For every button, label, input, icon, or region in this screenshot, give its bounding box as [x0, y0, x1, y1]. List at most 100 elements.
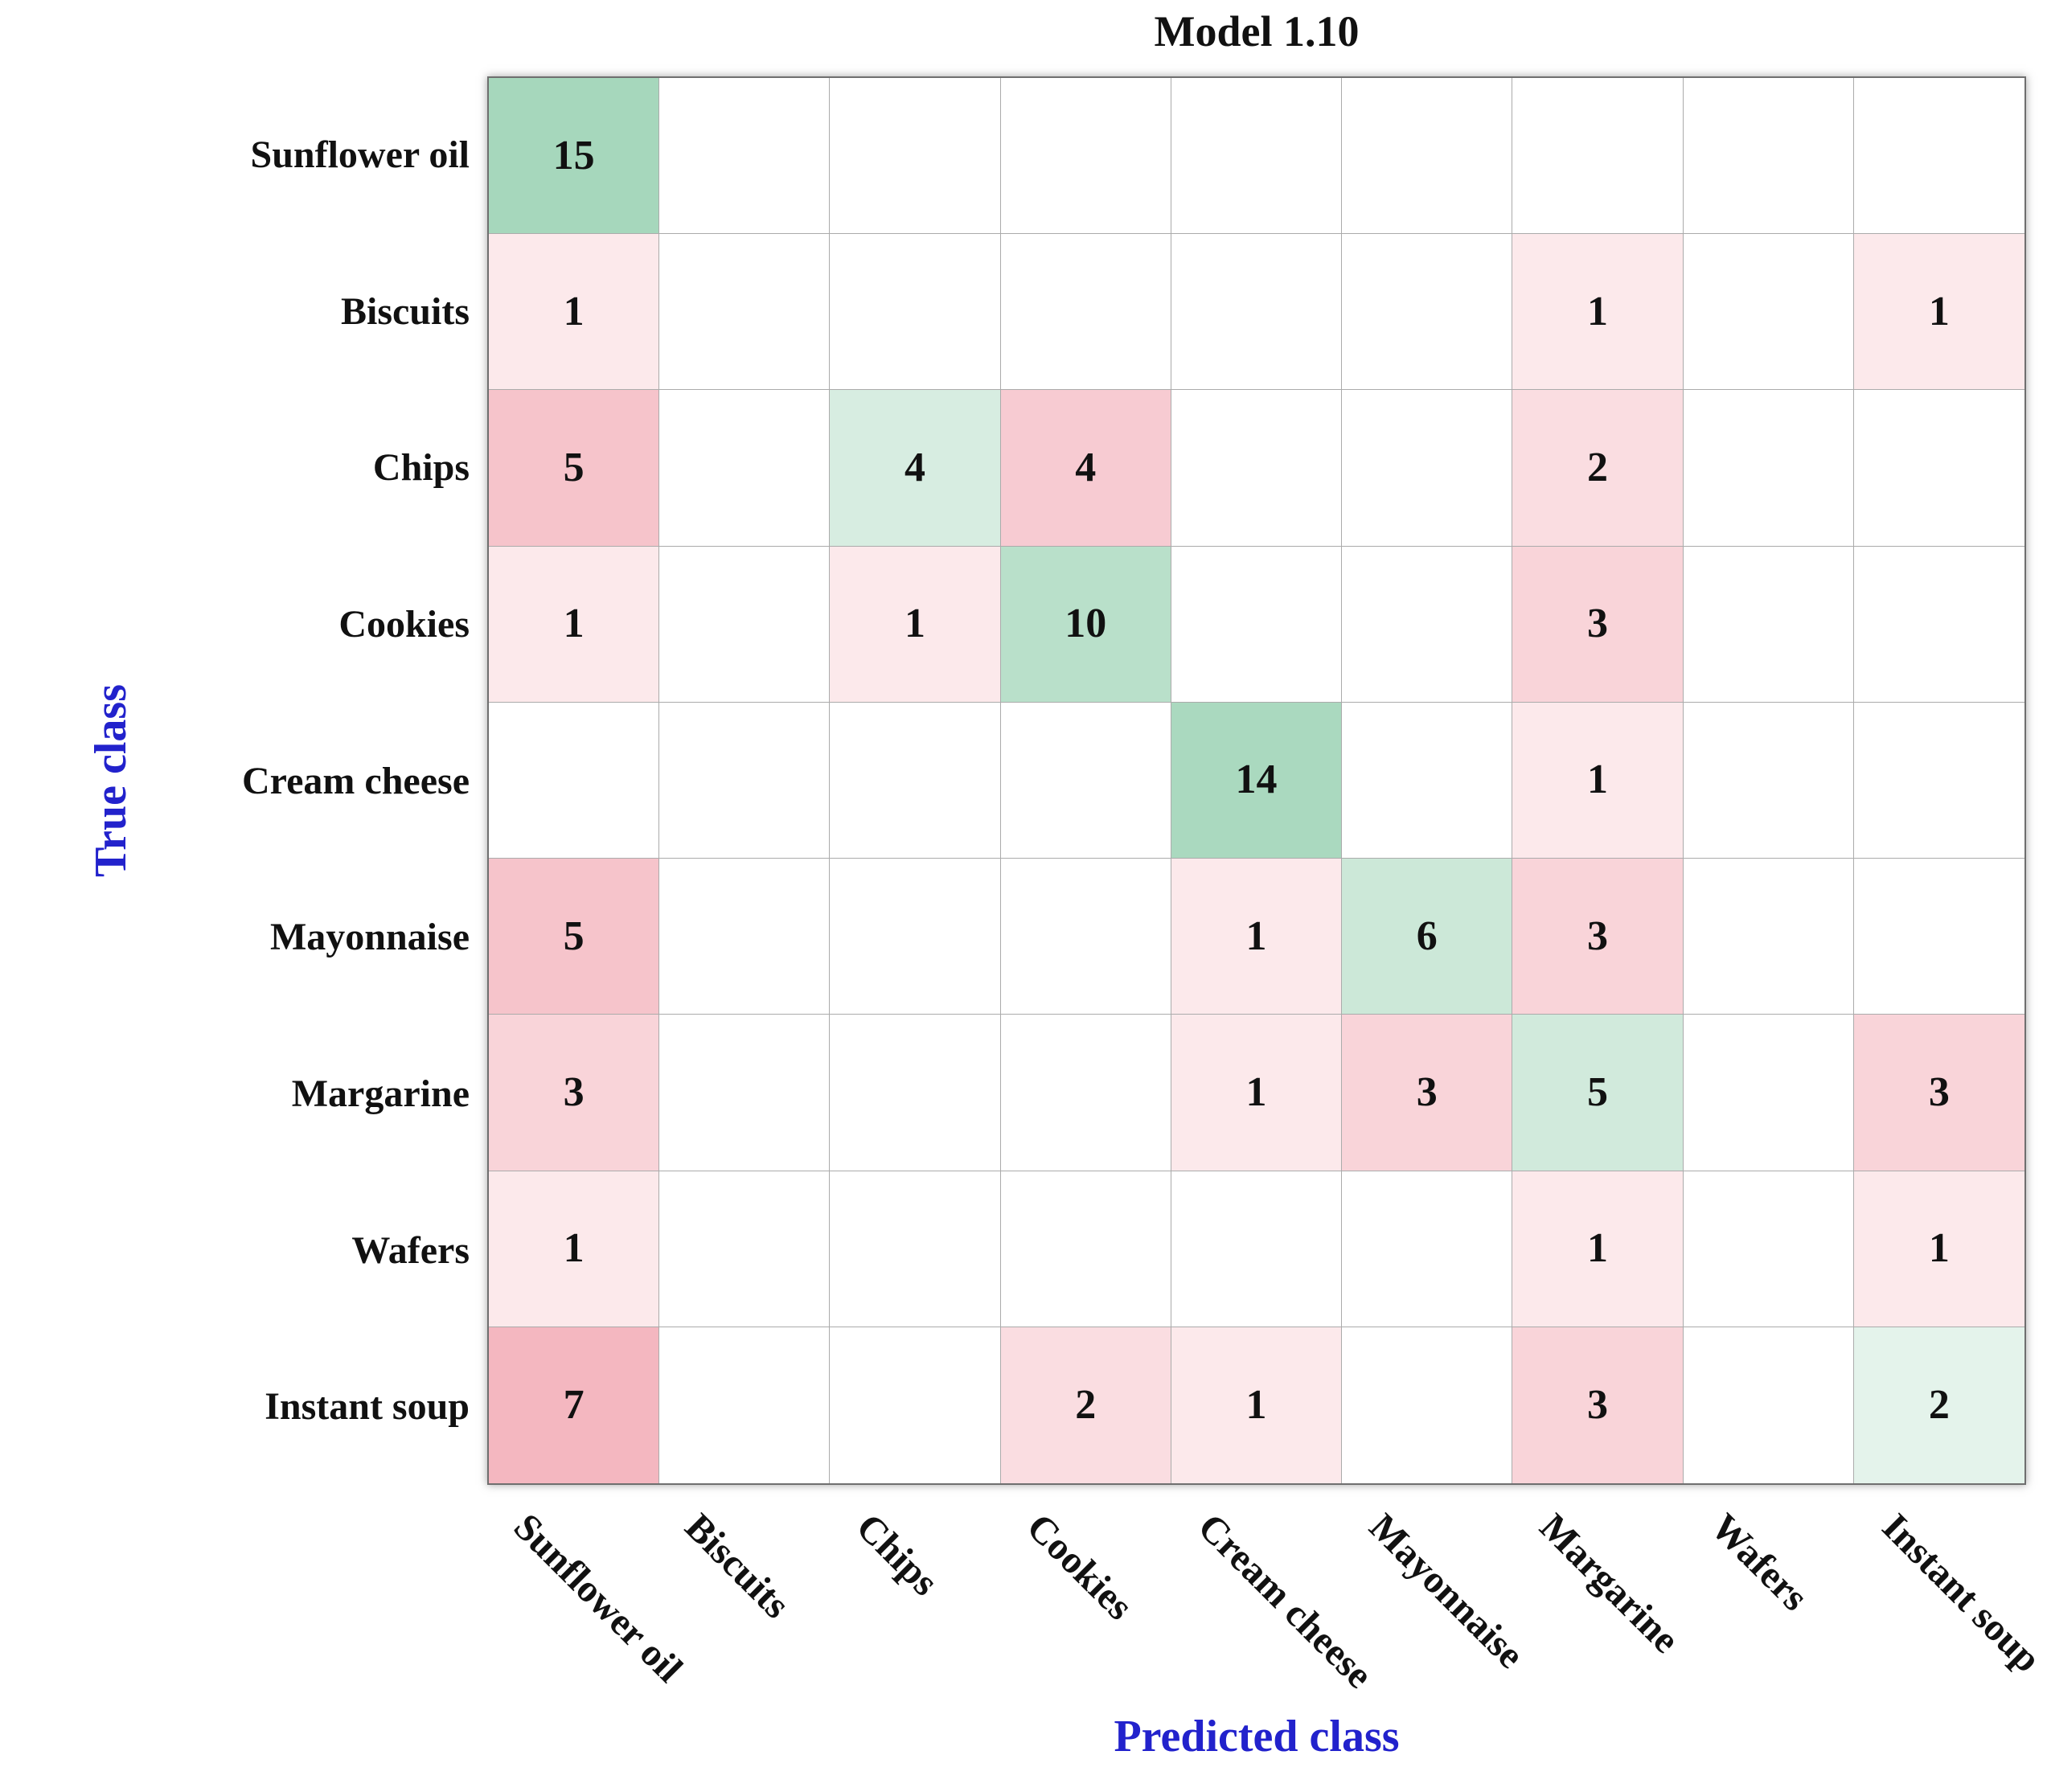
matrix-cell — [1683, 1015, 1854, 1171]
matrix-cell — [1342, 1327, 1513, 1483]
cell-value: 10 — [1065, 601, 1107, 647]
matrix-cell — [830, 1015, 1001, 1171]
cell-value: 4 — [905, 445, 926, 491]
cell-value: 4 — [1075, 445, 1097, 491]
matrix-cell — [1000, 234, 1171, 391]
cell-value: 5 — [563, 445, 585, 491]
cell-value: 3 — [1416, 1068, 1438, 1115]
matrix-cell — [1683, 546, 1854, 703]
y-tick-label: Cream cheese — [242, 759, 470, 802]
cell-value: 1 — [1586, 288, 1608, 334]
matrix-cell — [659, 234, 831, 391]
matrix-cell — [1683, 702, 1854, 859]
matrix-cell: 1 — [830, 546, 1001, 703]
matrix-cell: 3 — [1512, 859, 1684, 1015]
cell-value: 14 — [1235, 757, 1278, 803]
matrix-cell — [1853, 702, 2024, 859]
cell-value: 1 — [563, 1225, 585, 1272]
matrix-cell: 3 — [489, 1015, 660, 1171]
chart-title: Model 1.10 — [1154, 7, 1360, 55]
matrix-cell — [830, 859, 1001, 1015]
matrix-cell — [1853, 546, 2024, 703]
matrix-cell: 15 — [489, 78, 660, 235]
cell-value: 5 — [1586, 1068, 1608, 1115]
matrix-cell — [1683, 1171, 1854, 1327]
matrix-cell: 14 — [1171, 702, 1343, 859]
cell-value: 15 — [552, 132, 595, 178]
matrix-cell: 1 — [489, 546, 660, 703]
matrix-cell — [1683, 234, 1854, 391]
matrix-cell: 3 — [1512, 1327, 1684, 1483]
matrix-cell — [659, 546, 831, 703]
matrix-cell — [1342, 702, 1513, 859]
matrix-cell — [1853, 78, 2024, 235]
cell-value: 3 — [1586, 601, 1608, 647]
cell-value: 2 — [1928, 1381, 1950, 1428]
matrix-cell: 5 — [489, 390, 660, 547]
matrix-cell: 2 — [1512, 390, 1684, 547]
matrix-cell — [830, 1171, 1001, 1327]
matrix-cell — [1683, 390, 1854, 547]
y-tick-label: Margarine — [291, 1072, 470, 1115]
cell-value: 1 — [1245, 1381, 1267, 1428]
matrix-cell: 5 — [489, 859, 660, 1015]
x-tick-label: Wafers — [1702, 1505, 1816, 1619]
matrix-cell: 1 — [1853, 1171, 2024, 1327]
x-tick-label: Biscuits — [676, 1505, 798, 1627]
y-tick-label: Biscuits — [340, 289, 470, 333]
matrix-cell — [1683, 859, 1854, 1015]
matrix-cell — [1000, 78, 1171, 235]
matrix-cell: 5 — [1512, 1015, 1684, 1171]
matrix-cell — [659, 859, 831, 1015]
matrix-cell — [659, 390, 831, 547]
cell-value: 1 — [1928, 288, 1950, 334]
cell-value: 1 — [1928, 1225, 1950, 1272]
y-tick-label: Instant soup — [265, 1385, 470, 1429]
matrix-cell: 3 — [1342, 1015, 1513, 1171]
cell-value: 3 — [1586, 1381, 1608, 1428]
x-tick-label: Sunflower oil — [506, 1505, 691, 1691]
matrix-cell — [659, 1327, 831, 1483]
cell-value: 1 — [1586, 1225, 1608, 1272]
cell-value: 1 — [905, 601, 926, 647]
cell-value: 1 — [563, 288, 585, 334]
matrix-cell — [1342, 1171, 1513, 1327]
matrix-cell: 6 — [1342, 859, 1513, 1015]
matrix-cell — [830, 234, 1001, 391]
x-tick-label: Cookies — [1019, 1505, 1142, 1629]
matrix-cell: 4 — [830, 390, 1001, 547]
y-tick-label: Mayonnaise — [269, 916, 470, 959]
matrix-cell — [1342, 390, 1513, 547]
cell-value: 3 — [1928, 1068, 1950, 1115]
cell-value: 3 — [1586, 912, 1608, 959]
cell-value: 1 — [1586, 757, 1608, 803]
matrix-cell — [1000, 1015, 1171, 1171]
matrix-cell: 1 — [1171, 1327, 1343, 1483]
matrix-cell: 4 — [1000, 390, 1171, 547]
matrix-cell: 2 — [1000, 1327, 1171, 1483]
cell-value: 7 — [563, 1381, 585, 1428]
matrix-cell — [830, 78, 1001, 235]
x-tick-label: Chips — [847, 1505, 946, 1605]
matrix-cell — [830, 1327, 1001, 1483]
cell-value: 3 — [563, 1068, 585, 1115]
matrix-cell — [1000, 859, 1171, 1015]
matrix-cell — [1342, 78, 1513, 235]
matrix-cell: 3 — [1512, 546, 1684, 703]
matrix-cell: 1 — [1171, 1015, 1343, 1171]
matrix-cell — [1171, 390, 1343, 547]
matrix-cell — [1853, 859, 2024, 1015]
y-tick-label: Sunflower oil — [250, 133, 470, 176]
x-tick-label: Cream cheese — [1189, 1505, 1381, 1697]
matrix-cell: 7 — [489, 1327, 660, 1483]
matrix-cell: 3 — [1853, 1015, 2024, 1171]
cell-value: 1 — [1245, 912, 1267, 959]
matrix-cell — [659, 1015, 831, 1171]
x-tick-label: Instant soup — [1873, 1505, 2047, 1681]
matrix-cell — [1000, 702, 1171, 859]
cell-value: 1 — [563, 601, 585, 647]
cell-value: 2 — [1075, 1381, 1097, 1428]
matrix-grid: 15 1 1 1 5 4 4 2 1 1 10 3 14 1 5 1 6 3 3 1 3 5 3 1 1 1 7 2 1 3 2 — [487, 76, 2026, 1485]
matrix-cell: 1 — [1512, 702, 1684, 859]
matrix-cell — [659, 1171, 831, 1327]
